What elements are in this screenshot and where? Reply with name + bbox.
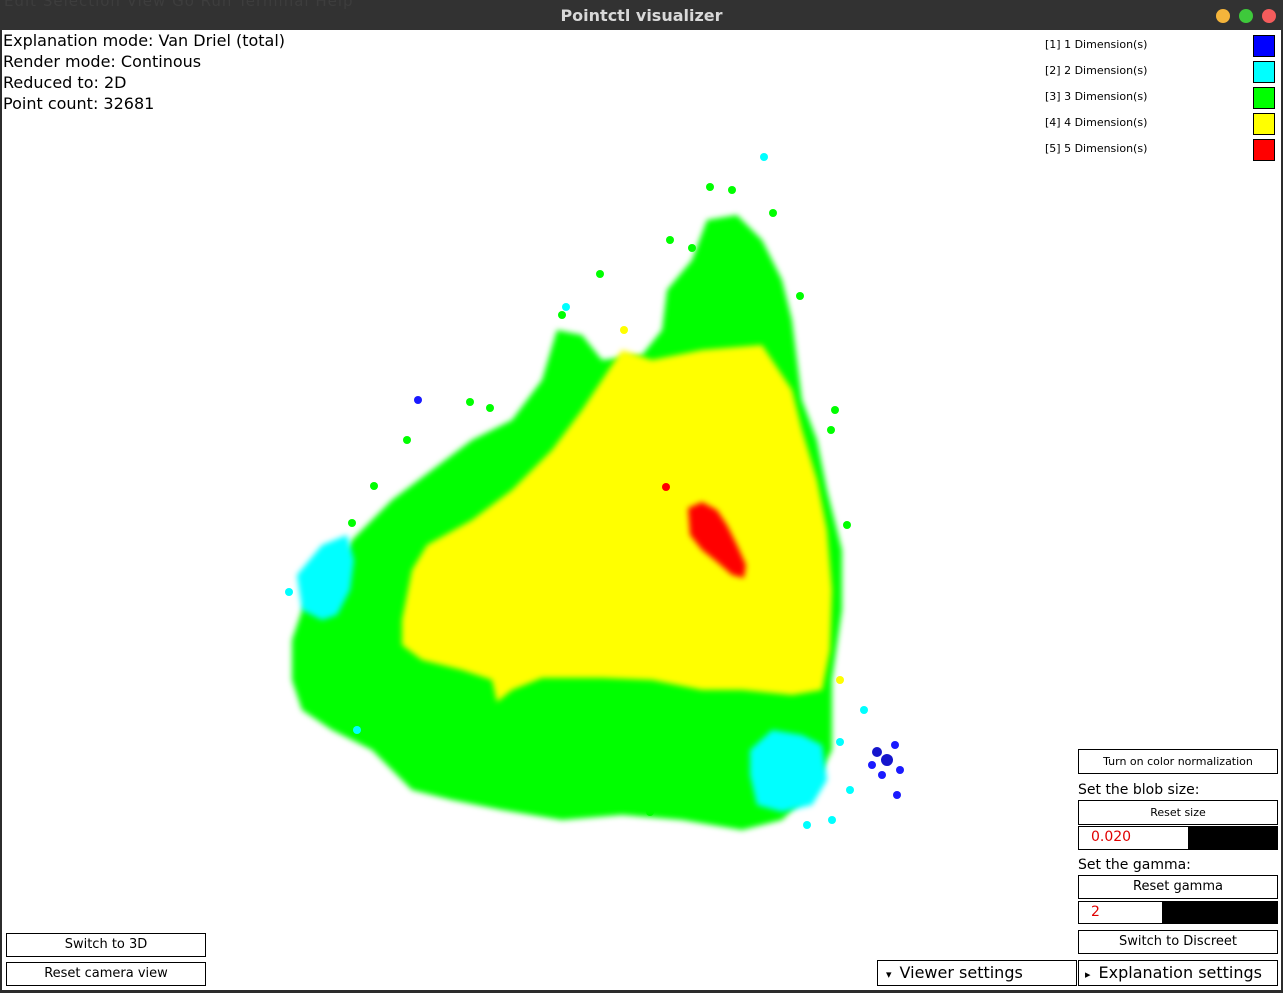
legend-item-1[interactable]: [1] 1 Dimension(s) bbox=[1035, 35, 1275, 61]
blob-size-label: Set the blob size: bbox=[1078, 782, 1200, 798]
explanation-mode-text: Explanation mode: Van Driel (total) bbox=[3, 31, 286, 50]
switch-3d-button[interactable]: Switch to 3D bbox=[6, 933, 206, 957]
legend-item-3[interactable]: [3] 3 Dimension(s) bbox=[1035, 87, 1275, 113]
switch-discreet-button[interactable]: Switch to Discreet bbox=[1078, 930, 1278, 954]
legend-label: [4] 4 Dimension(s) bbox=[1045, 116, 1148, 129]
cyan-region-bottom bbox=[750, 730, 827, 812]
viewer-settings-label: Viewer settings bbox=[899, 963, 1023, 982]
yellow-scatter-points bbox=[620, 326, 844, 684]
legend-swatch bbox=[1253, 113, 1275, 135]
visualizer-canvas[interactable]: Explanation mode: Van Driel (total) Rend… bbox=[2, 30, 1281, 990]
background-menu-bar: Edit Selection View Go Run Terminal Help bbox=[4, 0, 354, 10]
minimize-button[interactable] bbox=[1216, 9, 1230, 23]
legend-label: [5] 5 Dimension(s) bbox=[1045, 142, 1148, 155]
legend-item-5[interactable]: [5] 5 Dimension(s) bbox=[1035, 139, 1275, 165]
gamma-slider-fill bbox=[1079, 902, 1163, 923]
reduced-to-text: Reduced to: 2D bbox=[3, 73, 127, 92]
explanation-settings-label: Explanation settings bbox=[1098, 963, 1262, 982]
gamma-value: 2 bbox=[1091, 904, 1100, 920]
legend-swatch bbox=[1253, 87, 1275, 109]
blob-size-slider[interactable]: 0.020 bbox=[1078, 826, 1278, 850]
yellow-region bbox=[402, 345, 832, 702]
legend-swatch bbox=[1253, 61, 1275, 83]
render-mode-text: Render mode: Continous bbox=[3, 52, 202, 71]
red-region bbox=[688, 502, 746, 578]
info-panel: Explanation mode: Van Driel (total) Rend… bbox=[3, 30, 285, 114]
legend-swatch bbox=[1253, 139, 1275, 161]
cyan-scatter-points bbox=[285, 153, 868, 829]
color-normalization-button[interactable]: Turn on color normalization bbox=[1078, 749, 1278, 774]
caret-right-icon: ▸ bbox=[1085, 968, 1091, 981]
window-titlebar: Edit Selection View Go Run Terminal Help… bbox=[0, 0, 1283, 30]
close-button[interactable] bbox=[1262, 9, 1276, 23]
gamma-label: Set the gamma: bbox=[1078, 857, 1191, 873]
legend-item-4[interactable]: [4] 4 Dimension(s) bbox=[1035, 113, 1275, 139]
point-count-text: Point count: 32681 bbox=[3, 94, 155, 113]
reset-size-button[interactable]: Reset size bbox=[1078, 800, 1278, 825]
green-scatter-points bbox=[348, 183, 851, 819]
points-1-dimension bbox=[414, 396, 904, 799]
points-4-dimensions bbox=[402, 345, 832, 702]
legend-label: [1] 1 Dimension(s) bbox=[1045, 38, 1148, 51]
points-2-dimensions bbox=[297, 535, 827, 812]
blob-size-slider-fill bbox=[1079, 827, 1188, 849]
caret-down-icon: ▾ bbox=[886, 968, 892, 981]
points-5-dimensions bbox=[662, 483, 746, 578]
dimension-legend: [1] 1 Dimension(s) [2] 2 Dimension(s) [3… bbox=[1035, 35, 1275, 165]
reset-camera-button[interactable]: Reset camera view bbox=[6, 962, 206, 986]
legend-label: [3] 3 Dimension(s) bbox=[1045, 90, 1148, 103]
window-title: Pointctl visualizer bbox=[560, 6, 723, 25]
gamma-slider[interactable]: 2 bbox=[1078, 901, 1278, 924]
legend-label: [2] 2 Dimension(s) bbox=[1045, 64, 1148, 77]
blob-size-value: 0.020 bbox=[1091, 829, 1132, 845]
legend-item-2[interactable]: [2] 2 Dimension(s) bbox=[1035, 61, 1275, 87]
reset-gamma-button[interactable]: Reset gamma bbox=[1078, 875, 1278, 899]
explanation-settings-tab[interactable]: ▸ Explanation settings bbox=[1078, 960, 1278, 986]
maximize-button[interactable] bbox=[1239, 9, 1253, 23]
legend-swatch bbox=[1253, 35, 1275, 57]
point-cloud-plot[interactable] bbox=[2, 30, 1281, 990]
viewer-settings-tab[interactable]: ▾ Viewer settings bbox=[877, 960, 1077, 986]
cyan-region-left bbox=[297, 535, 354, 620]
